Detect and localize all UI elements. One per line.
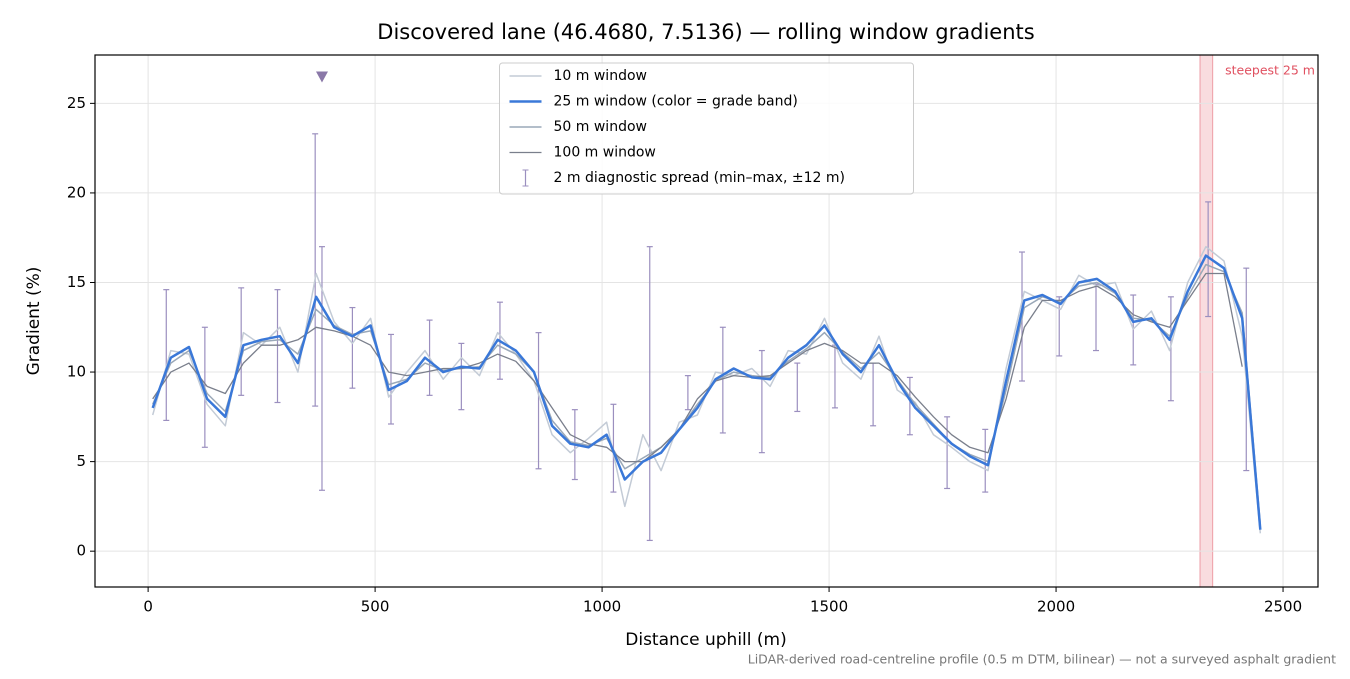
error-bar	[646, 246, 653, 542]
error-bar	[610, 403, 617, 493]
error-bar	[794, 362, 801, 413]
error-bar	[387, 333, 394, 425]
plot-frame	[94, 54, 1319, 588]
error-bar	[944, 416, 951, 490]
x-tick-label: 2500	[1264, 598, 1302, 616]
error-bar	[312, 133, 319, 407]
error-bar	[274, 289, 281, 404]
x-tick-label: 1000	[583, 598, 621, 616]
clip-marker	[315, 71, 328, 83]
error-bar	[1130, 294, 1137, 366]
y-tick-label: 0	[76, 542, 86, 560]
legend-label: 10 m window	[554, 68, 647, 84]
legend-box	[499, 62, 914, 195]
y-tick-label: 20	[67, 183, 86, 201]
y-axis-label: Gradient (%)	[24, 267, 44, 376]
error-bar	[719, 326, 726, 434]
error-bar	[831, 344, 838, 409]
x-tick-label: 2000	[1037, 598, 1075, 616]
error-bar	[1167, 296, 1174, 402]
x-tick-label: 0	[143, 598, 153, 616]
error-bar	[684, 375, 691, 411]
footnote: LiDAR-derived road-centreline profile (0…	[748, 652, 1336, 667]
error-bar	[758, 349, 765, 454]
error-bar	[349, 306, 356, 389]
error-bar	[163, 289, 170, 422]
y-tick-label: 10	[67, 363, 86, 381]
highlight-band	[1199, 54, 1214, 588]
legend-label: 50 m window	[554, 119, 647, 135]
series-line	[152, 272, 1243, 463]
error-bar	[535, 332, 542, 470]
highlight-label: steepest 25 m	[1225, 63, 1315, 78]
error-bar	[906, 376, 913, 436]
y-tick-label: 15	[67, 273, 86, 291]
legend: 10 m window 25 m window (color = grade ba…	[499, 62, 914, 195]
error-bar	[458, 342, 465, 411]
chart-title: Discovered lane (46.4680, 7.5136) — roll…	[377, 20, 1034, 44]
legend-label: 2 m diagnostic spread (min–max, ±12 m)	[554, 170, 845, 186]
y-tick-label: 25	[67, 94, 86, 112]
error-bar	[1093, 283, 1100, 352]
x-tick-label: 500	[361, 598, 390, 616]
legend-label: 25 m window (color = grade band)	[554, 94, 798, 110]
series-line	[151, 254, 1262, 530]
y-tick-label: 5	[76, 452, 86, 470]
error-bar	[1056, 296, 1063, 357]
x-axis-label: Distance uphill (m)	[625, 630, 786, 650]
x-tick-label: 1500	[810, 598, 848, 616]
legend-label: 100 m window	[554, 145, 656, 161]
error-bar	[1205, 201, 1212, 318]
